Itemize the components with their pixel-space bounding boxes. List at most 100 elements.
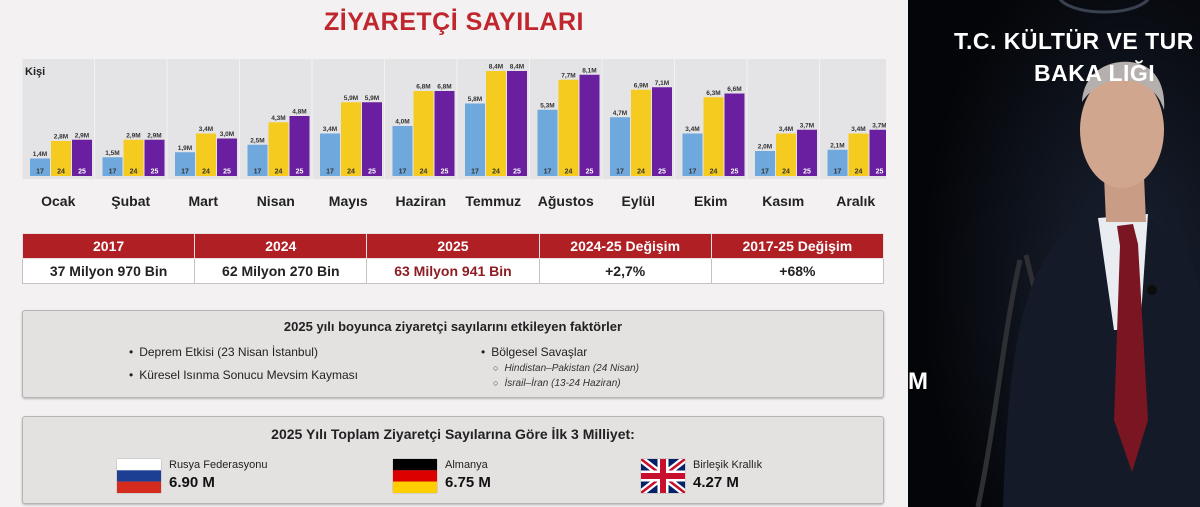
summary-value-change-24-25: +2,7% xyxy=(538,258,712,284)
bar-value-label: 3,0M xyxy=(220,131,234,138)
bar-şubat-24 xyxy=(123,139,144,176)
bar-year-label: 24 xyxy=(782,169,790,176)
bar-value-label: 4,8M xyxy=(292,109,306,116)
bar-value-label: 4,7M xyxy=(613,110,627,117)
bar-temmuz-25 xyxy=(507,71,527,176)
bar-year-label: 17 xyxy=(181,169,189,176)
bar-value-label: 6,9M xyxy=(634,82,648,89)
bar-year-label: 25 xyxy=(658,169,666,176)
bar-kasım-25 xyxy=(797,129,817,176)
slide-title: ZİYARETÇİ SAYILARI xyxy=(324,8,584,36)
bar-haziran-17 xyxy=(392,126,413,176)
top-nations-box: 2025 Yılı Toplam Ziyaretçi Sayılarına Gö… xyxy=(22,416,884,504)
bar-mart-17 xyxy=(175,152,195,176)
uk-flag-icon xyxy=(641,459,685,493)
summary-value-row: 37 Milyon 970 Bin 62 Milyon 270 Bin 63 M… xyxy=(21,258,885,284)
bar-value-label: 3,4M xyxy=(323,126,337,133)
bar-value-label: 5,8M xyxy=(468,96,482,103)
bar-eylül-24 xyxy=(631,89,651,176)
nation-name: Rusya Federasyonu xyxy=(169,459,268,471)
summary-value-change-17-25: +68% xyxy=(710,258,885,284)
bar-value-label: 2,0M xyxy=(758,144,772,151)
x-tick-label: Mayıs xyxy=(329,193,368,209)
bar-value-label: 3,7M xyxy=(872,122,886,129)
bar-ağustos-24 xyxy=(558,79,579,176)
bar-value-label: 5,3M xyxy=(540,102,554,109)
x-tick-label: Ekim xyxy=(694,193,727,209)
factors-title: 2025 yılı boyunca ziyaretçi sayılarını e… xyxy=(283,319,623,334)
y-axis-label: Kişi xyxy=(25,66,45,78)
summary-value-2025: 63 Milyon 941 Bin xyxy=(366,258,540,284)
summary-header-2017: 2017 xyxy=(21,233,196,259)
monthly-visitors-chart: 1,4M 17 2,8M 24 2,9M 25 Ocak 1,5M 17 2,9M 24 2,9M 25… xyxy=(22,56,892,226)
factor-climate: • Küresel Isınma Sonucu Mevsim Kayması xyxy=(129,368,358,382)
bar-year-label: 24 xyxy=(347,169,355,176)
bar-year-label: 24 xyxy=(420,169,428,176)
bar-year-label: 17 xyxy=(399,169,407,176)
speaker-video-panel: T.C. KÜLTÜR VE TUR BAKA LIĞI M xyxy=(908,0,1200,507)
bar-value-label: 2,8M xyxy=(54,134,68,141)
bar-year-label: 17 xyxy=(36,169,44,176)
summary-table: 2017 2024 2025 2024-25 Değişim 2017-25 D… xyxy=(21,233,885,284)
bar-nisan-25 xyxy=(289,116,310,176)
bar-value-label: 3,4M xyxy=(199,126,213,133)
bar-value-label: 7,7M xyxy=(561,72,575,79)
bar-year-label: 25 xyxy=(586,169,594,176)
bar-year-label: 25 xyxy=(513,169,521,176)
bar-value-label: 8,1M xyxy=(582,67,596,74)
bar-value-label: 6,6M xyxy=(727,86,741,93)
circle-bullet-icon: ○ xyxy=(493,378,499,388)
bar-value-label: 3,4M xyxy=(779,126,793,133)
nation-value: 6.75 M xyxy=(445,474,491,491)
x-tick-label: Aralık xyxy=(836,193,875,209)
bar-value-label: 6,3M xyxy=(706,90,720,97)
banner-side-letter: M xyxy=(908,368,928,395)
bullet-icon: • xyxy=(129,345,134,359)
bar-year-label: 17 xyxy=(109,169,117,176)
x-tick-label: Kasım xyxy=(762,193,804,209)
top-nations-title: 2025 Yılı Toplam Ziyaretçi Sayılarına Gö… xyxy=(271,426,635,442)
bullet-icon: • xyxy=(129,368,134,382)
x-tick-label: Haziran xyxy=(395,193,446,209)
factor-wars: • Bölgesel Savaşlar xyxy=(481,345,588,359)
bar-year-label: 25 xyxy=(223,169,231,176)
bar-year-label: 24 xyxy=(275,169,283,176)
bar-year-label: 25 xyxy=(78,169,86,176)
russia-flag-icon xyxy=(117,459,161,493)
bar-year-label: 17 xyxy=(616,169,624,176)
bar-ekim-25 xyxy=(724,93,745,176)
nation-name: Birleşik Krallık xyxy=(693,459,763,471)
bar-value-label: 2,9M xyxy=(126,132,140,139)
x-tick-label: Nisan xyxy=(257,193,295,209)
bar-value-label: 6,8M xyxy=(416,84,430,91)
factor-wars-india-pakistan: ○ Hindistan–Pakistan (24 Nisan) xyxy=(493,363,639,374)
summary-header-2024: 2024 xyxy=(194,233,368,259)
nation-name: Almanya xyxy=(445,459,488,471)
summary-header-change-17-25: 2017-25 Değişim xyxy=(710,233,885,259)
summary-header-change-24-25: 2024-25 Değişim xyxy=(538,233,712,259)
bar-value-label: 8,4M xyxy=(489,64,503,71)
bar-value-label: 2,5M xyxy=(250,137,264,144)
factors-box: 2025 yılı boyunca ziyaretçi sayılarını e… xyxy=(22,310,884,398)
bar-haziran-25 xyxy=(434,91,455,176)
bar-year-label: 24 xyxy=(710,169,718,176)
bar-value-label: 1,4M xyxy=(33,151,47,158)
bar-year-label: 25 xyxy=(296,169,304,176)
germany-flag-icon xyxy=(393,459,437,493)
bar-mart-25 xyxy=(217,138,237,176)
bar-year-label: 25 xyxy=(876,169,884,176)
summary-header-row: 2017 2024 2025 2024-25 Değişim 2017-25 D… xyxy=(21,233,885,259)
bar-year-label: 24 xyxy=(492,169,500,176)
bar-aralık-25 xyxy=(869,129,890,176)
bar-year-label: 24 xyxy=(202,169,210,176)
bar-nisan-17 xyxy=(247,144,268,176)
x-tick-label: Şubat xyxy=(111,193,150,209)
bar-mayıs-25 xyxy=(362,102,382,176)
speaker-picture xyxy=(908,0,1200,507)
bar-year-label: 17 xyxy=(544,169,552,176)
bar-year-label: 17 xyxy=(471,169,479,176)
bar-value-label: 3,4M xyxy=(685,126,699,133)
circle-bullet-icon: ○ xyxy=(493,363,499,373)
bar-year-label: 25 xyxy=(731,169,739,176)
bar-year-label: 24 xyxy=(565,169,573,176)
